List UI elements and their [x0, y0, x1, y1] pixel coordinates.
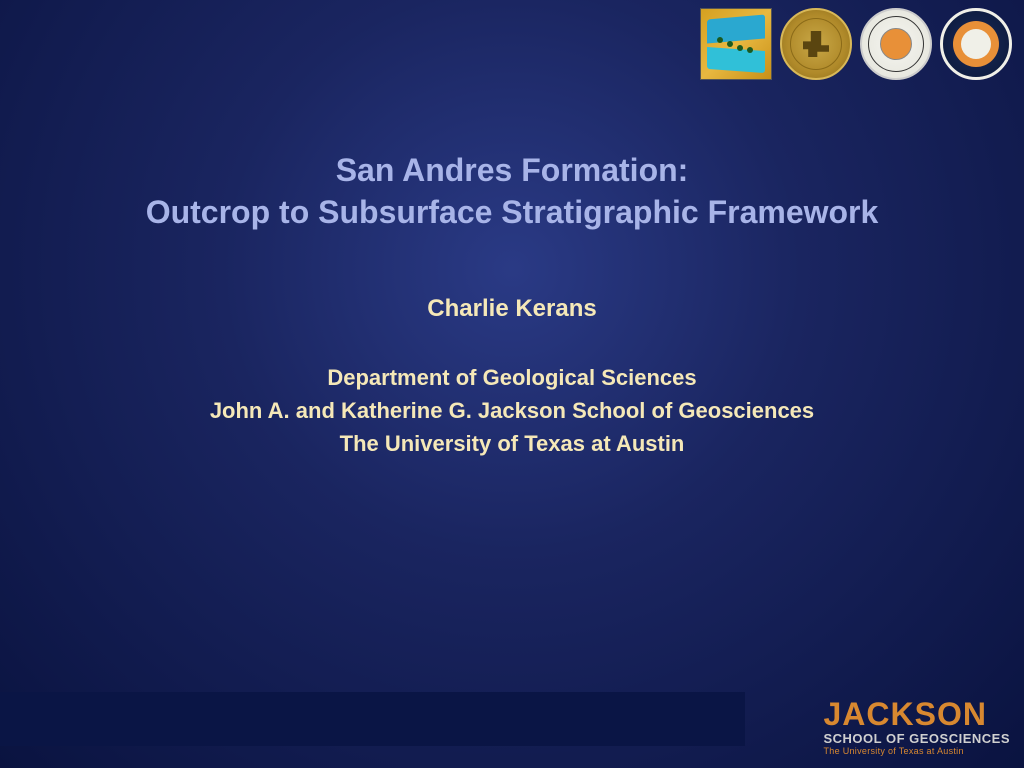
author-block: Charlie Kerans Department of Geological …	[0, 295, 1024, 460]
geology-graphic-icon	[700, 8, 772, 80]
top-logo-row	[700, 8, 1012, 80]
jackson-wordmark: JACKSON	[823, 698, 1010, 730]
affiliation-dept: Department of Geological Sciences	[0, 361, 1024, 394]
footer-bar	[0, 692, 745, 746]
dept-geological-sciences-seal-icon	[940, 8, 1012, 80]
affiliation-university: The University of Texas at Austin	[0, 427, 1024, 460]
jackson-university: The University of Texas at Austin	[823, 747, 1010, 756]
jackson-school-logo: JACKSON SCHOOL OF GEOSCIENCES The Univer…	[823, 698, 1010, 756]
jackson-subtitle: SCHOOL OF GEOSCIENCES	[823, 732, 1010, 745]
affiliation-school: John A. and Katherine G. Jackson School …	[0, 394, 1024, 427]
author-name: Charlie Kerans	[0, 295, 1024, 323]
title-line-2: Outcrop to Subsurface Stratigraphic Fram…	[0, 192, 1024, 234]
slide-title: San Andres Formation: Outcrop to Subsurf…	[0, 150, 1024, 233]
title-line-1: San Andres Formation:	[0, 150, 1024, 192]
ut-austin-seal-icon	[860, 8, 932, 80]
bureau-economic-geology-seal-icon	[780, 8, 852, 80]
